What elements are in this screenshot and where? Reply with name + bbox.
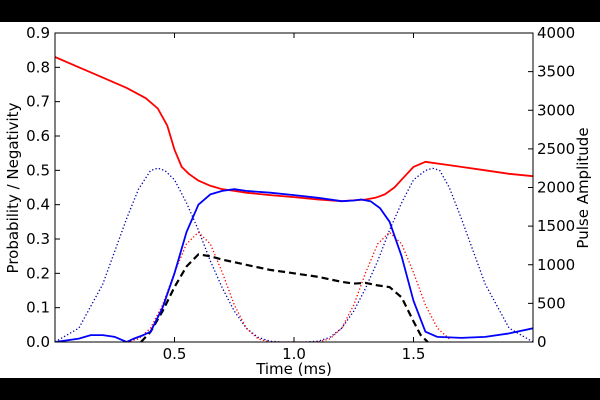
y-left-tick-label: 0.5 — [26, 161, 50, 179]
x-tick-label: 1.0 — [282, 345, 306, 363]
series-black-dashed — [140, 253, 429, 342]
y-left-tick-label: 0.9 — [26, 24, 50, 42]
ticks-layer: 0.5 1.0 1.5 0.0 0.1 0.2 0.3 0.4 0.5 0.6 0.7 0.8 0.9 0… — [26, 24, 575, 363]
top-letterbox — [0, 0, 600, 22]
y-right-tick-label: 0 — [537, 333, 547, 351]
y-right-tick-label: 3500 — [537, 63, 575, 81]
y-right-tick-label: 4000 — [537, 24, 575, 42]
x-tick-label: 0.5 — [163, 345, 187, 363]
y-left-tick-label: 0.4 — [26, 196, 50, 214]
figure-background — [0, 22, 600, 378]
x-axis-label: Time (ms) — [255, 360, 332, 378]
y-right-tick-label: 1000 — [537, 256, 575, 274]
y-right-tick-label: 1500 — [537, 217, 575, 235]
y-axis-left-label: Probability / Negativity — [4, 102, 22, 273]
y-left-tick-label: 0.2 — [26, 264, 50, 282]
y-axis-right-label: Pulse Amplitude — [574, 127, 592, 248]
y-left-tick-label: 0.8 — [26, 58, 50, 76]
y-left-tick-label: 0.1 — [26, 299, 50, 317]
y-right-tick-label: 2500 — [537, 140, 575, 158]
series-red-solid — [55, 56, 533, 203]
bottom-letterbox — [0, 378, 600, 400]
y-left-tick-label: 0.0 — [26, 333, 50, 351]
x-tick-label: 1.5 — [402, 345, 426, 363]
y-left-tick-label: 0.3 — [26, 230, 50, 248]
y-right-tick-label: 3000 — [537, 101, 575, 119]
series-blue-solid — [55, 188, 533, 342]
series-layer — [55, 56, 533, 342]
y-right-tick-label: 2000 — [537, 179, 575, 197]
y-right-tick-label: 500 — [537, 294, 566, 312]
y-left-tick-label: 0.7 — [26, 93, 50, 111]
y-left-tick-label: 0.6 — [26, 127, 50, 145]
